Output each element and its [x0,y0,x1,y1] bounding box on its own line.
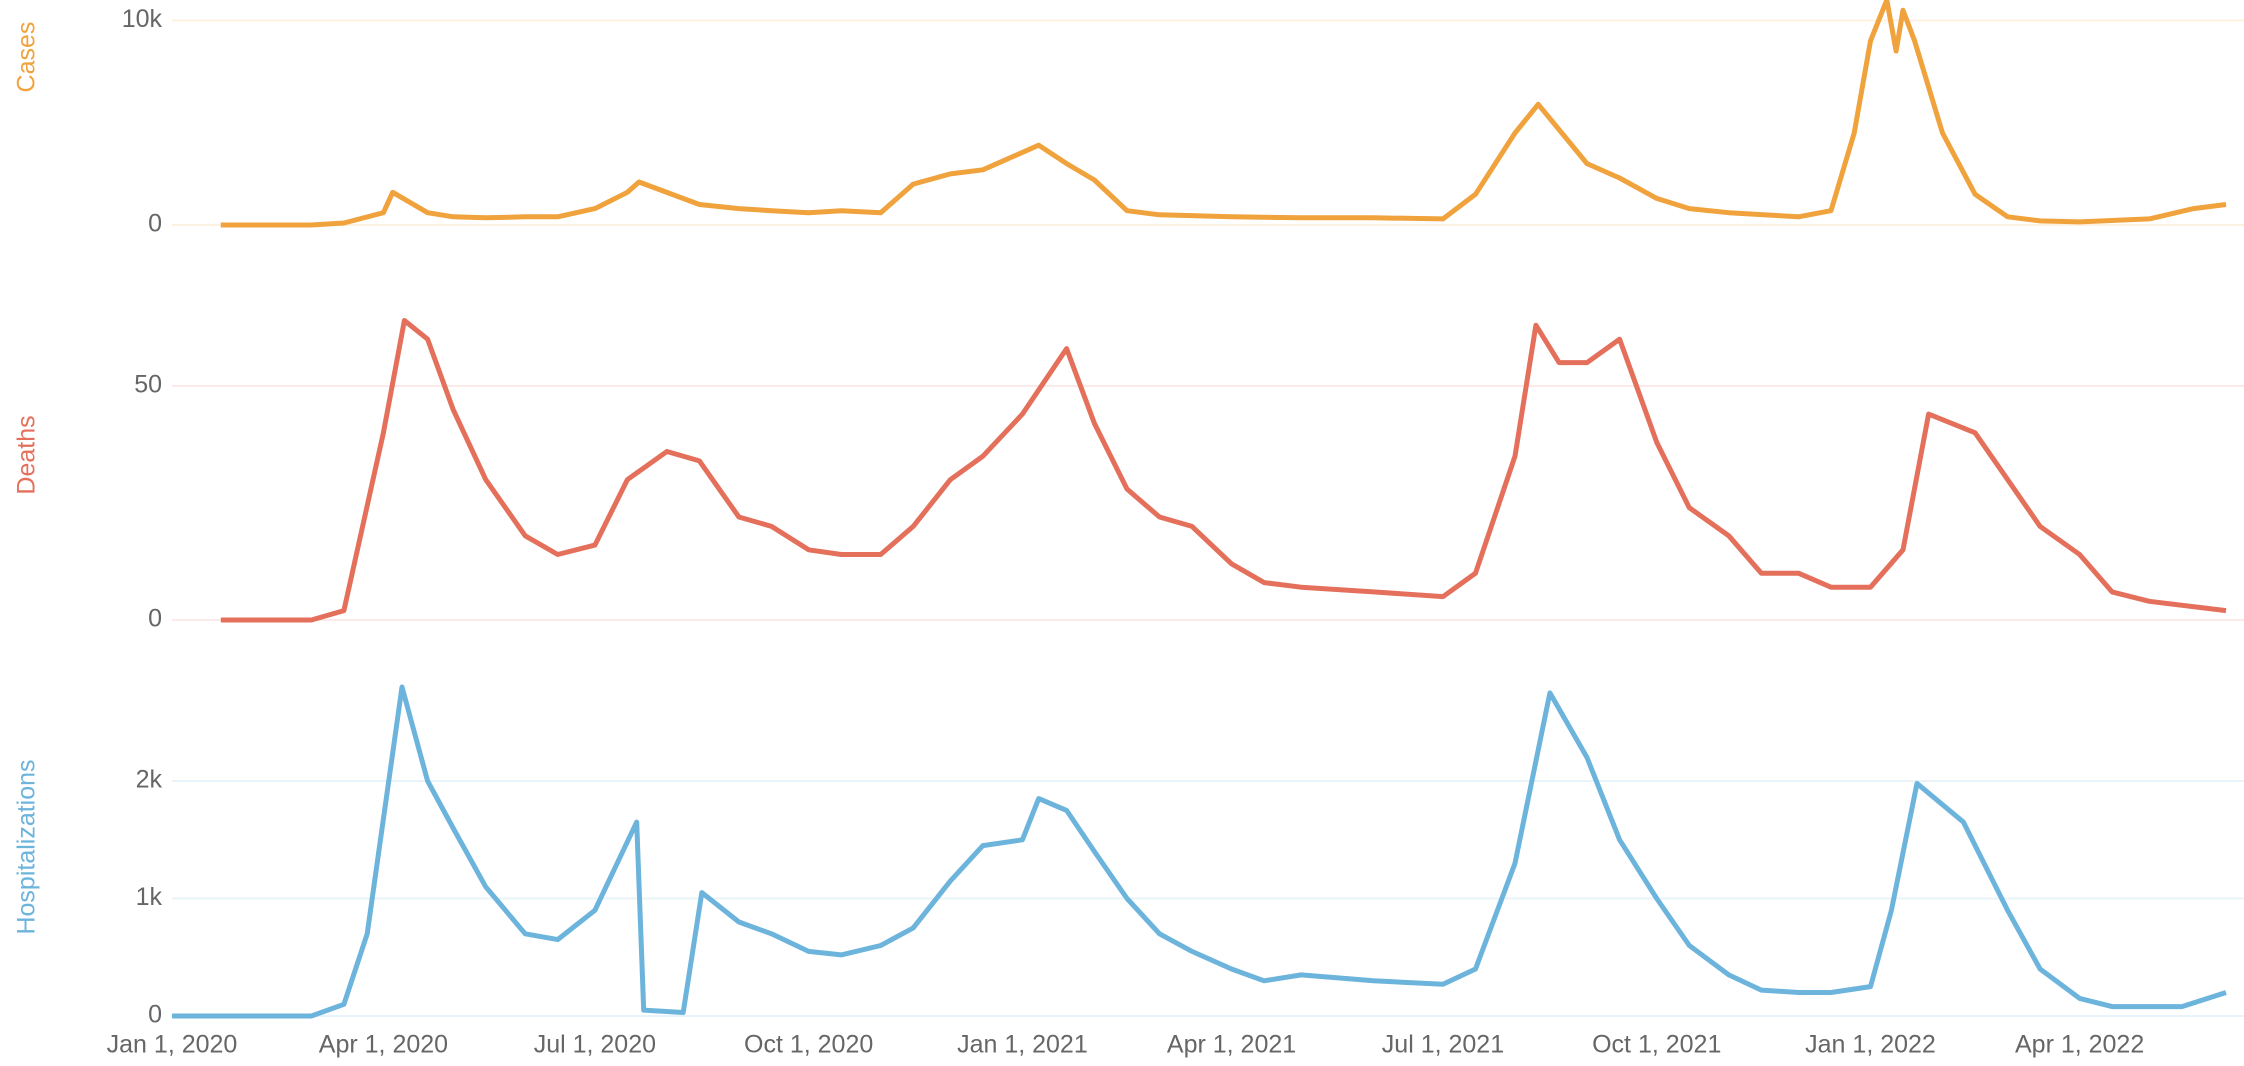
data-line [220,318,2227,623]
y-axis-label: Deaths [13,415,41,494]
data-line [220,0,2227,228]
x-tick-label: Jan 1, 2022 [1805,1031,1936,1059]
x-tick-label: Jan 1, 2020 [107,1031,238,1059]
y-tick-label: 10k [122,5,163,33]
x-tick-label: Apr 1, 2020 [319,1031,448,1059]
y-tick-label: 0 [148,1001,162,1029]
x-tick-label: Oct 1, 2021 [1592,1031,1721,1059]
y-tick-label: 0 [148,605,162,633]
x-tick-label: Jan 1, 2021 [957,1031,1088,1059]
x-tick-label: Oct 1, 2020 [744,1031,873,1059]
x-tick-label: Jul 1, 2021 [1382,1031,1504,1059]
x-tick-label: Apr 1, 2021 [1167,1031,1296,1059]
y-tick-label: 1k [136,883,163,911]
y-tick-label: 0 [148,210,162,238]
data-line [172,684,2227,1019]
y-tick-label: 2k [136,766,163,794]
x-tick-label: Apr 1, 2022 [2015,1031,2144,1059]
y-axis-label: Cases [13,22,41,93]
y-tick-label: 50 [134,371,162,399]
x-tick-label: Jul 1, 2020 [534,1031,656,1059]
y-axis-label: Hospitalizations [13,759,41,934]
